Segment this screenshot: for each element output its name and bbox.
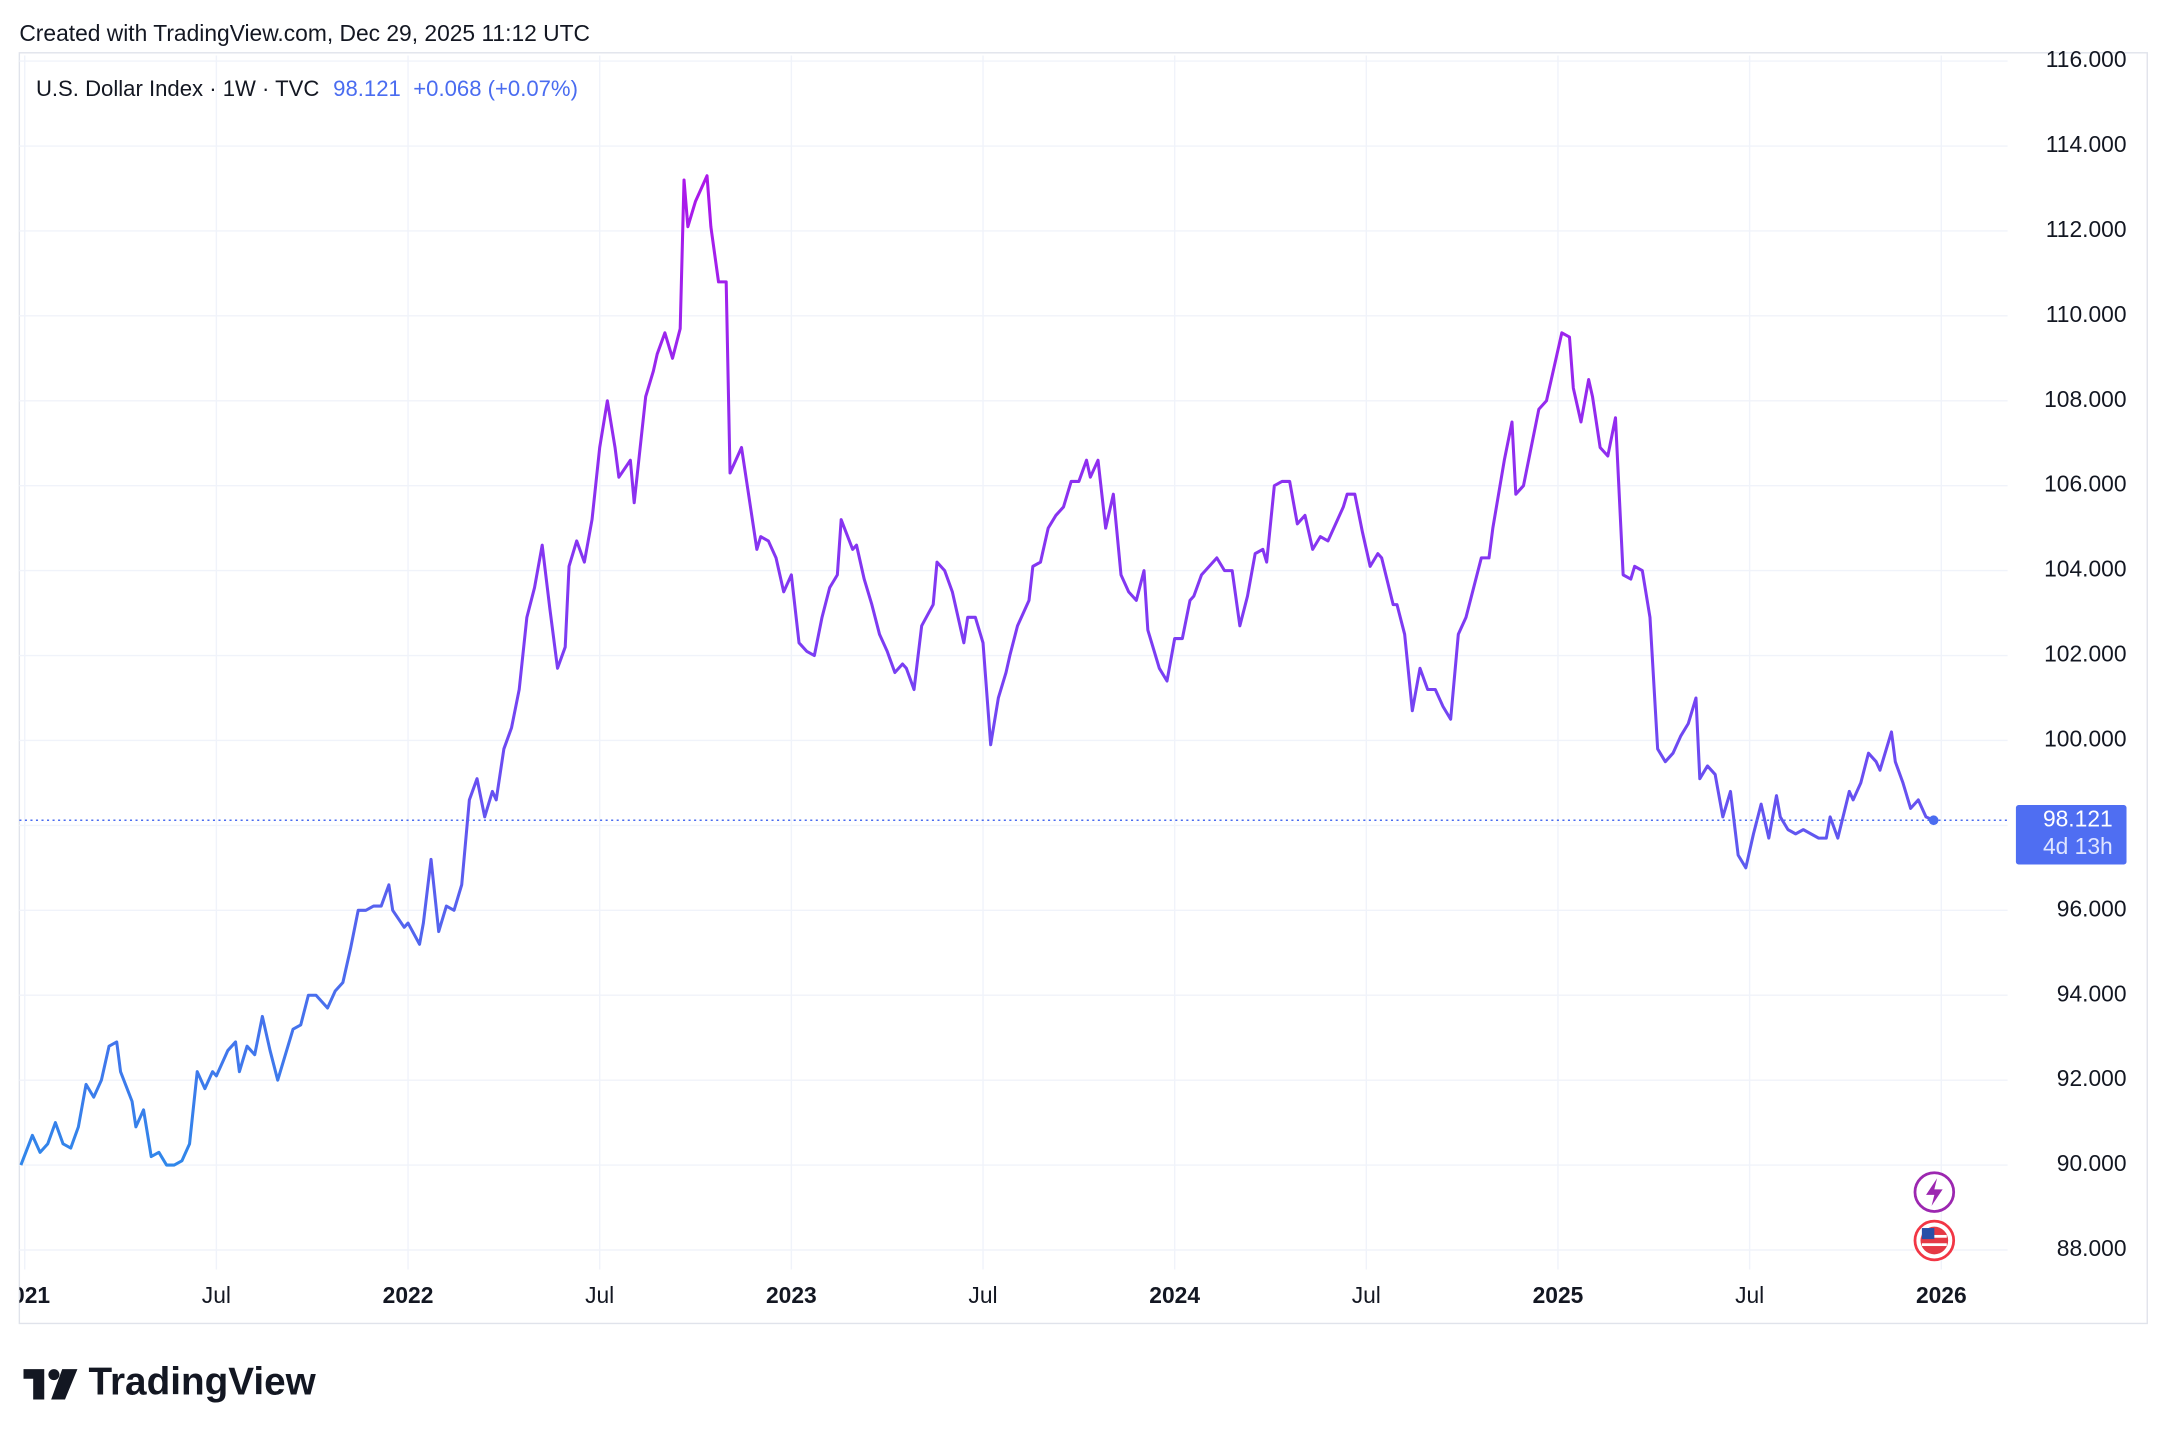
y-tick-label: 96.000 [2057, 895, 2127, 921]
axes: 88.00090.00092.00094.00096.00098.000100.… [0, 46, 2127, 1308]
y-tick-label: 102.000 [2044, 641, 2126, 667]
brand-logo: TradingView [23, 1361, 317, 1404]
y-tick-label: 104.000 [2044, 556, 2126, 582]
logo-mark [23, 1369, 45, 1400]
x-tick-label: Jul [968, 1282, 997, 1308]
countdown-label: 4d 13h [2043, 833, 2113, 859]
y-tick-label: 116.000 [2046, 46, 2127, 72]
x-tick-label: Jul [202, 1282, 231, 1308]
x-tick-label: Jul [585, 1282, 614, 1308]
price-line [19, 174, 1935, 1167]
flag-stripe [1921, 1243, 1947, 1247]
x-tick-label: 2025 [1533, 1282, 1584, 1308]
y-tick-label: 106.000 [2044, 471, 2126, 497]
x-tick-label: 2021 [0, 1282, 50, 1308]
chart-frame [18, 52, 2148, 1325]
x-tick-label: Jul [1352, 1282, 1381, 1308]
y-tick-label: 114.000 [2046, 131, 2127, 157]
x-tick-label: 2024 [1149, 1282, 1200, 1308]
y-tick-label: 92.000 [2057, 1065, 2127, 1091]
y-tick-label: 90.000 [2057, 1150, 2127, 1176]
y-tick-label: 110.000 [2046, 301, 2127, 327]
attribution: Created with TradingView.com, Dec 29, 20… [19, 20, 590, 46]
brand: TradingView [88, 1361, 316, 1404]
event-icon-bolt [1926, 1178, 1943, 1206]
legend-title: U.S. Dollar Index · 1W · TVC [36, 76, 319, 101]
x-tick-label: 2022 [383, 1282, 434, 1308]
logo-mark [48, 1369, 60, 1381]
flag-canton [1921, 1228, 1935, 1240]
legend-last: 98.121 [333, 76, 401, 101]
price-tag [2015, 805, 2127, 865]
y-tick-label: 108.000 [2044, 386, 2126, 412]
grid [19, 55, 2008, 1270]
y-tick-label: 94.000 [2057, 980, 2127, 1006]
price-tag-label: 98.121 [2043, 805, 2113, 831]
legend-change: +0.068 (+0.07%) [413, 76, 578, 101]
x-tick-label: Jul [1735, 1282, 1764, 1308]
y-tick-label: 100.000 [2044, 725, 2126, 751]
event-icons [1913, 1171, 1956, 1262]
plot [19, 174, 2008, 1167]
last-price-dot [1928, 815, 1939, 826]
x-axis-labels: 2021 Jul 2022 Jul 2023 Jul 2024 Jul 2025 Jul 2026 [0, 1282, 1967, 1308]
x-tick-label: 2026 [1916, 1282, 1967, 1308]
logo-mark [51, 1369, 78, 1400]
y-tick-label: 88.000 [2057, 1235, 2127, 1261]
x-tick-label: 2023 [766, 1282, 817, 1308]
y-tick-label: 112.000 [2046, 216, 2127, 242]
